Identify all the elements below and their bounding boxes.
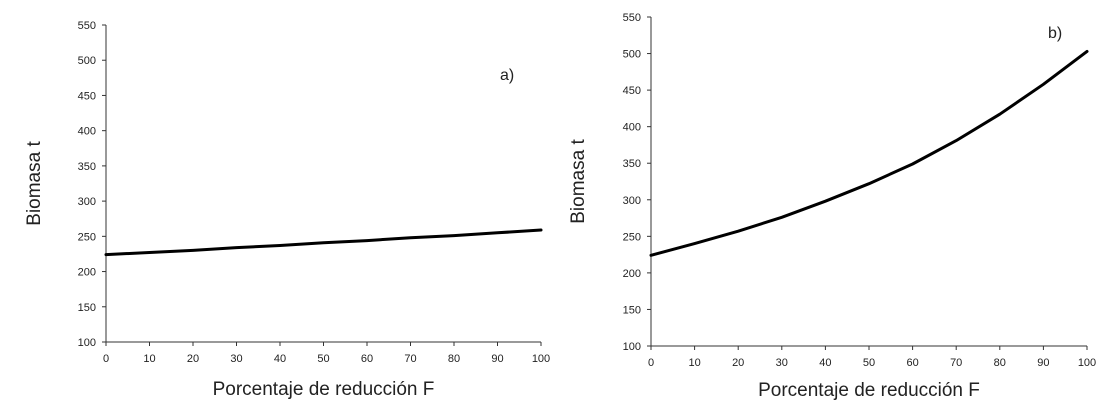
y-tick-label: 350	[78, 161, 96, 173]
x-tick-label: 60	[906, 357, 918, 369]
x-tick-label: 0	[648, 357, 654, 369]
y-tick-label: 450	[78, 90, 96, 102]
x-tick-label: 100	[532, 353, 550, 365]
x-axis-title: Porcentaje de reducción F	[758, 380, 980, 401]
x-tick-label: 20	[187, 353, 199, 365]
panel-label: b)	[1048, 25, 1062, 42]
x-tick-label: 80	[994, 357, 1006, 369]
y-axis-title: Biomasa t	[568, 139, 589, 224]
y-tick-label: 350	[623, 158, 641, 170]
x-tick-label: 60	[361, 353, 373, 365]
y-tick-label: 300	[78, 196, 96, 208]
y-tick-label: 550	[623, 12, 641, 24]
y-tick-label: 250	[78, 231, 96, 243]
y-tick-label: 100	[78, 337, 96, 349]
y-tick-label: 100	[623, 341, 641, 353]
y-tick-label: 200	[78, 267, 96, 279]
x-tick-label: 10	[688, 357, 700, 369]
y-tick-label: 250	[623, 231, 641, 243]
panel-label: a)	[500, 67, 514, 84]
y-tick-label: 500	[623, 49, 641, 61]
series-line	[649, 49, 1089, 257]
y-tick-label: 400	[78, 126, 96, 138]
y-tick-label: 150	[623, 304, 641, 316]
x-tick-label: 10	[143, 353, 155, 365]
x-tick-label: 70	[950, 357, 962, 369]
x-tick-label: 90	[491, 353, 503, 365]
x-tick-label: 70	[404, 353, 416, 365]
y-tick-label: 450	[623, 85, 641, 97]
x-axis-title: Porcentaje de reducción F	[213, 379, 435, 400]
x-tick-label: 90	[1037, 357, 1049, 369]
y-tick-label: 300	[623, 195, 641, 207]
chart-panel-b: 100 150 200 250 300 350 400 450 500 550 0 10 20 30 40 5…	[568, 12, 1096, 401]
y-tick-label: 200	[623, 268, 641, 280]
x-tick-label: 50	[317, 353, 329, 365]
x-tick-label: 80	[448, 353, 460, 365]
x-tick-label: 30	[230, 353, 242, 365]
x-tick-label: 100	[1078, 357, 1096, 369]
chart-panel-a: 100 150 200 250 300 350 400 450 500 550 0 10 20 30 40 5…	[24, 20, 550, 400]
y-tick-label: 150	[78, 302, 96, 314]
y-tick-label: 500	[78, 55, 96, 67]
x-tick-label: 0	[103, 353, 109, 365]
x-tick-label: 40	[274, 353, 286, 365]
series-line	[104, 228, 543, 257]
x-tick-label: 30	[776, 357, 788, 369]
y-tick-label: 400	[623, 122, 641, 134]
x-tick-label: 20	[732, 357, 744, 369]
y-axis-title: Biomasa t	[24, 141, 45, 226]
y-tick-label: 550	[78, 20, 96, 32]
x-tick-label: 40	[819, 357, 831, 369]
x-tick-label: 50	[863, 357, 875, 369]
